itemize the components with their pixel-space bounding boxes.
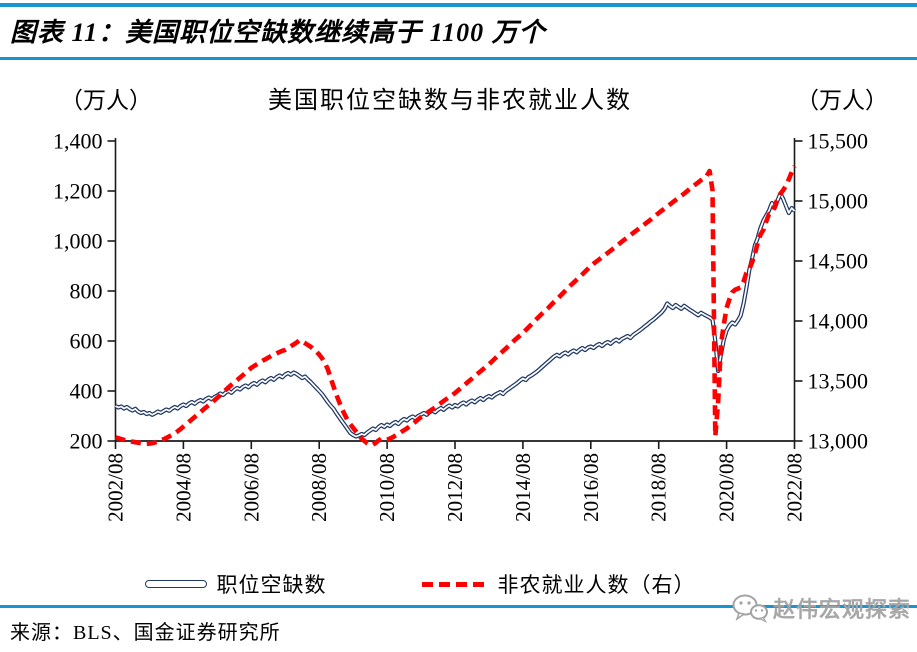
x-axis-tick-label: 2010/08 xyxy=(375,453,399,522)
left-axis-tick-label: 800 xyxy=(70,279,103,304)
watermark: 赵伟宏观探索 xyxy=(732,592,911,624)
right-axis-tick-label: 15,500 xyxy=(808,129,869,154)
left-axis-tick-label: 1,200 xyxy=(53,179,103,204)
x-axis-tick-label: 2012/08 xyxy=(443,453,467,522)
top-rule-line xyxy=(0,3,917,7)
right-axis-tick-label: 13,500 xyxy=(808,369,869,394)
left-axis-tick-label: 1,000 xyxy=(53,229,103,254)
source-note: 来源：BLS、国金证券研究所 xyxy=(10,622,281,644)
left-axis-unit-label: （万人） xyxy=(60,88,152,113)
double-line-series-marker-icon xyxy=(144,580,207,588)
chart-title: 美国职位空缺数与非农就业人数 xyxy=(268,88,632,114)
dashed-line-series-marker-icon xyxy=(421,581,488,587)
chat-bubbles-icon xyxy=(732,594,768,623)
x-axis-tick-label: 2008/08 xyxy=(307,453,331,522)
bottom-rule-line xyxy=(0,605,917,608)
legend-item-nonfarm-payrolls: 非农就业人数（右） xyxy=(421,569,696,599)
series-line-dashed xyxy=(114,165,797,448)
x-axis-tick-label: 2014/08 xyxy=(511,453,535,522)
left-axis-tick-label: 600 xyxy=(70,329,103,354)
legend-item-job-openings: 职位空缺数 xyxy=(144,569,327,599)
x-axis-tick-label: 2004/08 xyxy=(171,453,195,522)
x-axis-tick-label: 2016/08 xyxy=(579,453,603,522)
x-axis-tick-label: 2006/08 xyxy=(239,453,263,522)
x-axis-tick-label: 2002/08 xyxy=(104,453,128,522)
watermark-text: 赵伟宏观探索 xyxy=(772,597,911,622)
title-underline-rule xyxy=(0,57,917,60)
chart-legend: 职位空缺数 非农就业人数（右） xyxy=(0,569,840,599)
right-axis-tick-label: 15,000 xyxy=(808,189,869,214)
legend-label: 非农就业人数（右） xyxy=(497,573,696,597)
left-axis-tick-label: 200 xyxy=(70,429,103,454)
left-axis-tick-label: 1,400 xyxy=(53,129,103,154)
right-axis-tick-label: 14,500 xyxy=(808,249,869,274)
x-axis-tick-label: 2020/08 xyxy=(715,453,739,522)
right-axis-tick-label: 14,000 xyxy=(808,309,869,334)
x-axis-tick-label: 2022/08 xyxy=(783,453,807,522)
right-axis-unit-label: （万人） xyxy=(796,88,888,113)
right-axis-tick-label: 13,000 xyxy=(808,429,869,454)
left-axis-tick-label: 400 xyxy=(70,379,103,404)
series-line-inner xyxy=(115,192,796,438)
legend-label: 职位空缺数 xyxy=(216,573,327,597)
page-title: 图表 11：美国职位空缺数继续高于 1100 万个 xyxy=(10,18,546,47)
x-axis-tick-label: 2018/08 xyxy=(647,453,671,522)
